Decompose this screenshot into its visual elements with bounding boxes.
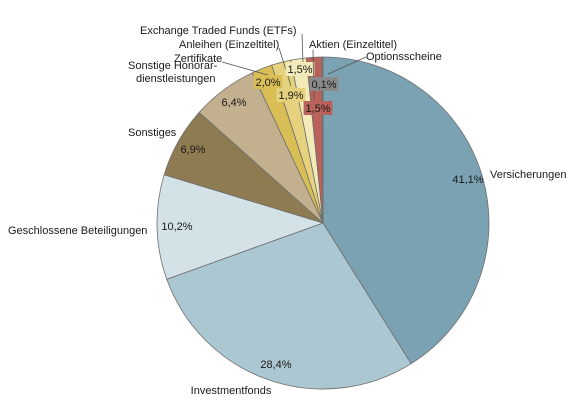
pie-labels: 41,1% Versicherungen 28,4% Investmentfonds 1… — [8, 25, 566, 397]
slice-category-label: Geschlossene Beteiligungen — [8, 225, 147, 237]
slice-value-label: 0,1% — [311, 79, 336, 91]
pie-slice — [156, 174, 325, 280]
slice-category-label: Versicherungen — [490, 169, 566, 181]
slice-value-label: 2,0% — [255, 77, 280, 89]
value-label-box — [309, 77, 339, 91]
label-leader-line — [312, 49, 315, 101]
slice-value-label: 6,9% — [180, 144, 205, 156]
value-label-box — [285, 62, 315, 76]
slice-category-label: Sonstige Honorar-dienstleistungen — [128, 60, 218, 85]
slice-category-label: Zertifikate — [174, 53, 222, 65]
value-label-box — [276, 88, 306, 102]
value-label-box — [303, 101, 333, 115]
pie-slice — [322, 56, 490, 365]
slice-category-label: Optionsscheine — [366, 51, 442, 63]
label-leader-line — [278, 47, 292, 87]
pie-slice — [321, 56, 324, 224]
slice-value-label: 10,2% — [161, 221, 192, 233]
label-leader-line — [221, 61, 269, 76]
slice-category-label: Investmentfonds — [191, 385, 272, 397]
pie-slice — [166, 222, 412, 390]
slice-category-label: Anleihen (Einzeltitel) — [179, 39, 279, 51]
slice-value-label: 6,4% — [221, 97, 246, 109]
slice-category-label: Exchange Traded Funds (ETFs) — [140, 25, 297, 37]
slice-value-label: 1,5% — [305, 103, 330, 115]
slice-category-label: Aktien (Einzeltitel) — [309, 39, 397, 51]
label-leader-line — [301, 33, 304, 64]
value-label-box — [253, 75, 283, 89]
slice-value-label: 28,4% — [260, 359, 291, 371]
slice-value-label: 1,9% — [278, 90, 303, 102]
slice-value-label: 1,5% — [287, 64, 312, 76]
slice-value-label: 41,1% — [452, 174, 483, 186]
label-leader-line — [327, 56, 367, 75]
slice-category-label: Sonstiges — [128, 127, 177, 139]
